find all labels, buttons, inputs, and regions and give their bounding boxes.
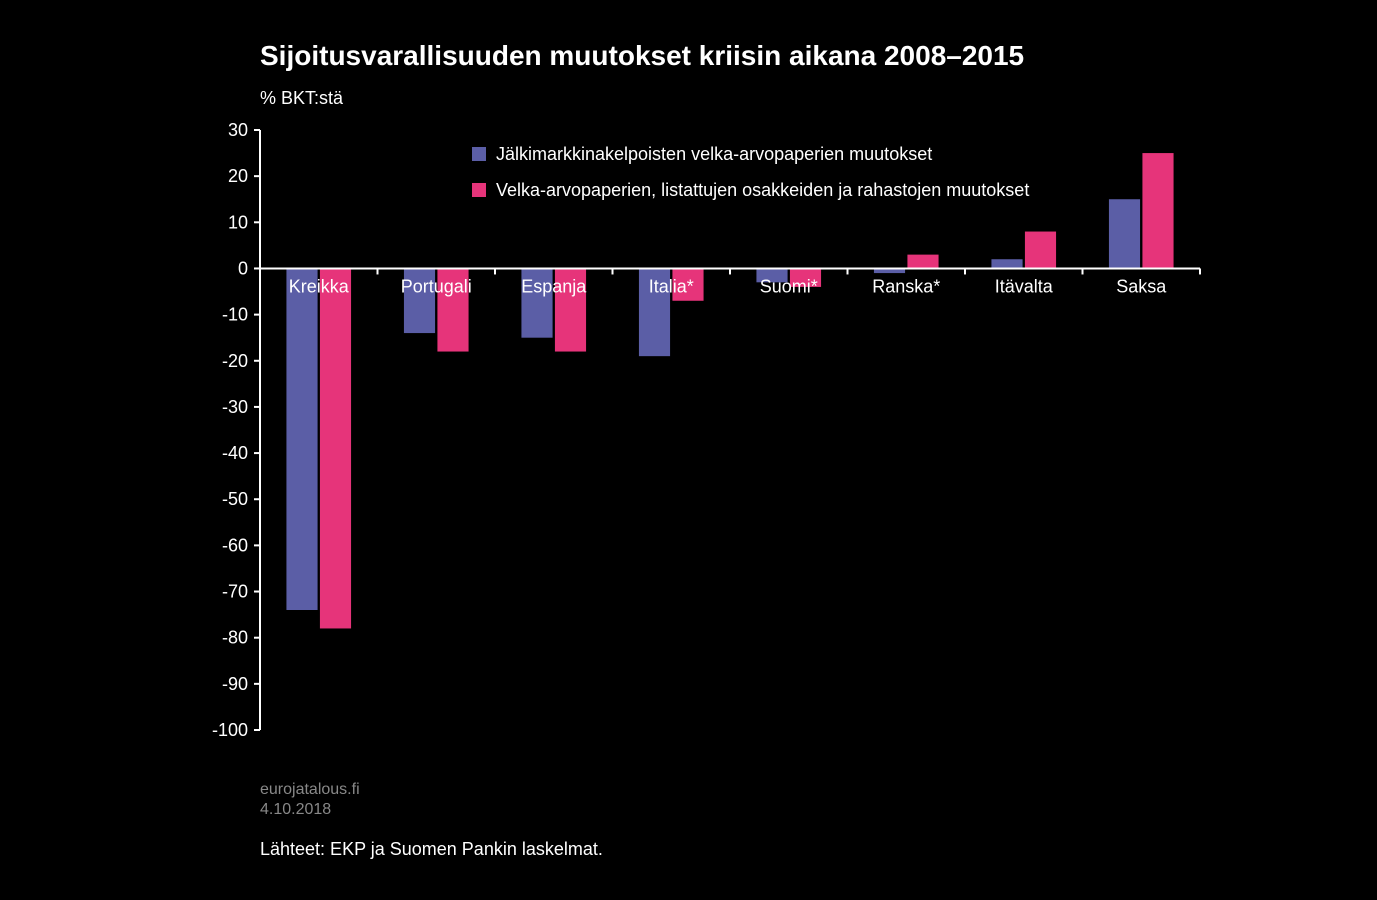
y-tick-label: -70 bbox=[222, 582, 248, 602]
x-tick-label: Italia* bbox=[649, 276, 694, 296]
y-tick-label: -30 bbox=[222, 397, 248, 417]
source-text: Lähteet: EKP ja Suomen Pankin laskelmat. bbox=[260, 839, 603, 860]
x-tick-label: Saksa bbox=[1116, 276, 1167, 296]
chart-svg: -100-90-80-70-60-50-40-30-20-100102030Kr… bbox=[260, 130, 1200, 730]
bar bbox=[991, 259, 1022, 268]
y-tick-label: 20 bbox=[228, 166, 248, 186]
x-tick-label: Suomi* bbox=[760, 276, 818, 296]
bar bbox=[320, 268, 351, 628]
y-tick-label: -40 bbox=[222, 443, 248, 463]
y-tick-label: -100 bbox=[212, 720, 248, 740]
y-tick-label: -50 bbox=[222, 489, 248, 509]
x-tick-label: Portugali bbox=[401, 276, 472, 296]
chart-title: Sijoitusvarallisuuden muutokset kriisin … bbox=[260, 40, 1024, 72]
y-tick-label: 30 bbox=[228, 120, 248, 140]
footnote-line: eurojatalous.fi bbox=[260, 780, 360, 800]
bar bbox=[907, 255, 938, 269]
bar bbox=[1142, 153, 1173, 268]
plot-area: -100-90-80-70-60-50-40-30-20-100102030Kr… bbox=[260, 130, 1200, 730]
y-tick-label: -10 bbox=[222, 305, 248, 325]
bar bbox=[1109, 199, 1140, 268]
x-tick-label: Kreikka bbox=[289, 276, 350, 296]
y-tick-label: -80 bbox=[222, 628, 248, 648]
y-tick-label: -60 bbox=[222, 535, 248, 555]
y-tick-label: 10 bbox=[228, 212, 248, 232]
x-tick-label: Ranska* bbox=[872, 276, 940, 296]
bar bbox=[1025, 232, 1056, 269]
footnote: eurojatalous.fi4.10.2018 bbox=[260, 780, 360, 820]
y-tick-label: -20 bbox=[222, 351, 248, 371]
bar bbox=[286, 268, 317, 610]
y-axis-label: % BKT:stä bbox=[260, 88, 343, 109]
x-tick-label: Itävalta bbox=[995, 276, 1054, 296]
y-tick-label: -90 bbox=[222, 674, 248, 694]
footnote-line: 4.10.2018 bbox=[260, 800, 360, 820]
chart-container: Sijoitusvarallisuuden muutokset kriisin … bbox=[0, 0, 1377, 900]
y-tick-label: 0 bbox=[238, 258, 248, 278]
x-tick-label: Espanja bbox=[521, 276, 587, 296]
